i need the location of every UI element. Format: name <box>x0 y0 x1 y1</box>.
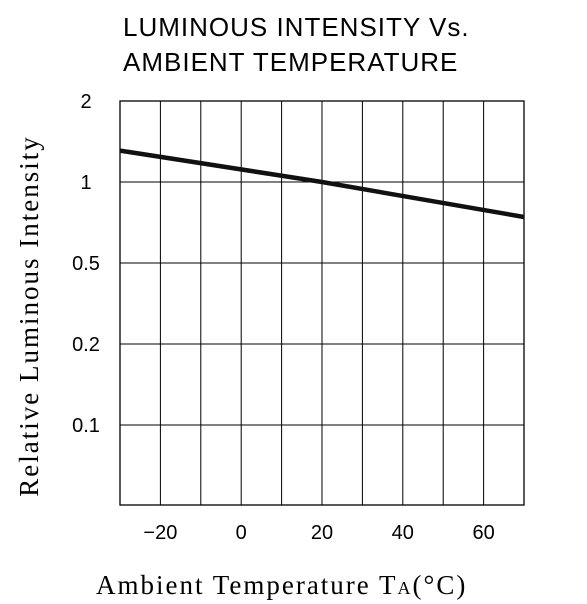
x-axis-label-text: Ambient Temperature <box>96 570 371 600</box>
x-axis-label-unit: (°C) <box>413 570 468 600</box>
x-axis-label-subscript: A <box>398 578 413 598</box>
x-tick-label: 60 <box>472 522 494 544</box>
y-tick-label: 0.2 <box>72 334 100 356</box>
x-tick-label: 40 <box>392 522 414 544</box>
x-axis-label-symbol: T <box>379 570 398 600</box>
y-tick-label: 0.5 <box>72 253 100 275</box>
x-tick-label: −20 <box>143 522 177 544</box>
series-line <box>119 148 525 220</box>
series-layer <box>119 148 525 220</box>
x-axis-label: Ambient Temperature TA(°C) <box>96 570 467 600</box>
x-tick-label: 0 <box>236 522 247 544</box>
y-tick-label: 0.1 <box>72 415 100 437</box>
chart-title-line-2: AMBIENT TEMPERATURE <box>123 47 458 77</box>
x-tick-labels: −20 0 20 40 60 <box>143 522 494 544</box>
y-axis-label: Relative Luminous Intensity <box>14 135 44 496</box>
y-tick-labels: 2 1 0.5 0.2 0.1 <box>72 91 100 437</box>
x-tick-label: 20 <box>311 522 333 544</box>
x-axis-label-spacer <box>371 570 379 600</box>
y-tick-label: 2 <box>80 91 91 113</box>
plot-grid <box>119 100 525 506</box>
y-tick-label: 1 <box>80 172 91 194</box>
chart-title-line-1: LUMINOUS INTENSITY Vs. <box>123 12 470 42</box>
